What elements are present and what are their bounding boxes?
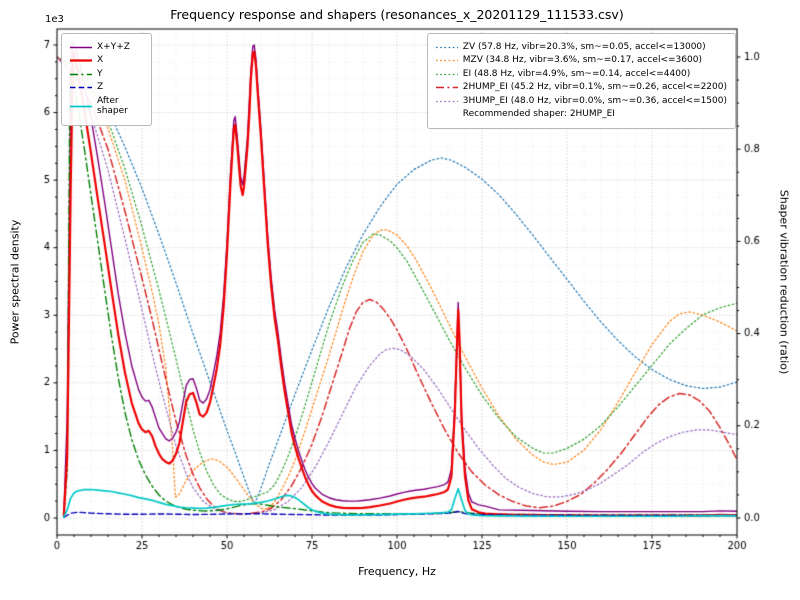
legend-item: Recommended shaper: 2HUMP_EI: [436, 109, 727, 120]
legend-item-label: X: [97, 55, 104, 66]
legend-line-sample: [435, 100, 458, 102]
legend-item-label: EI (48.8 Hz, vibr=4.9%, sm~=0.14, accel<…: [462, 68, 691, 79]
legend-item: MZV (34.8 Hz, vibr=3.6%, sm~=0.17, accel…: [435, 55, 727, 66]
legend-line-sample: [70, 59, 92, 62]
legend-line-sample: [70, 46, 92, 48]
legend-item-label: 3HUMP_EI (48.0 Hz, vibr=0.0%, sm~=0.36, …: [462, 95, 727, 106]
y-axis-right-label: Shaper vibration reduction (ratio): [777, 189, 791, 375]
legend-item: 2HUMP_EI (45.2 Hz, vibr=0.1%, sm~=0.26, …: [435, 82, 727, 93]
legend-item: EI (48.8 Hz, vibr=4.9%, sm~=0.14, accel<…: [435, 68, 727, 80]
legend-line-sample: [70, 86, 92, 89]
legend-line-sample: [435, 73, 458, 75]
legend-line-sample: [70, 73, 92, 75]
recommended-shaper-text: Recommended shaper: 2HUMP_EI: [462, 109, 615, 120]
legend-line-sample: [435, 59, 458, 62]
legend-item-label: Y: [97, 68, 103, 79]
legend-line-sample: [435, 46, 458, 48]
legend-line-sample: [70, 105, 92, 108]
legend-item: Z: [70, 82, 143, 93]
y-axis-offset-label: 1e3: [45, 14, 64, 25]
legend-item: ZV (57.8 Hz, vibr=20.3%, sm~=0.05, accel…: [435, 41, 727, 53]
legend-item: 3HUMP_EI (48.0 Hz, vibr=0.0%, sm~=0.36, …: [435, 95, 727, 107]
legend-item-label: 2HUMP_EI (45.2 Hz, vibr=0.1%, sm~=0.26, …: [462, 82, 727, 93]
x-axis-label: Frequency, Hz: [358, 565, 436, 578]
legend-item-label: ZV (57.8 Hz, vibr=20.3%, sm~=0.05, accel…: [462, 41, 706, 52]
legend-item: Y: [70, 69, 143, 80]
legend-item-label: After shaper: [97, 95, 128, 117]
legend-item: X+Y+Z: [70, 42, 143, 53]
legend-item-label: X+Y+Z: [97, 41, 130, 52]
shaper-legend: ZV (57.8 Hz, vibr=20.3%, sm~=0.05, accel…: [426, 33, 736, 129]
legend-line-sample: [436, 109, 458, 120]
legend-line-sample: [435, 86, 458, 89]
legend-item: After shaper: [70, 96, 143, 118]
y-axis-left-label: Power spectral density: [8, 219, 22, 345]
chart-title: Frequency response and shapers (resonanc…: [170, 7, 624, 22]
legend-item: X: [70, 55, 143, 66]
legend-item-label: Z: [97, 82, 104, 93]
legend-item-label: MZV (34.8 Hz, vibr=3.6%, sm~=0.17, accel…: [462, 55, 702, 66]
psd-legend: X+Y+Z X Y Z After shaper: [61, 33, 152, 126]
